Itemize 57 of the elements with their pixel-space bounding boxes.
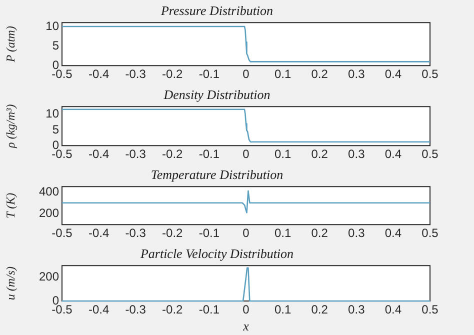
chart-title: Particle Velocity Distribution — [139, 246, 294, 262]
x-tick-label: -0.3 — [125, 67, 146, 82]
x-tick-label: -0.1 — [198, 302, 220, 317]
x-tick-label: 0.1 — [274, 67, 292, 82]
x-tick-label: 0.1 — [274, 226, 292, 240]
x-tick-label: 0 — [242, 147, 250, 162]
y-tick-label: 400 — [38, 184, 60, 198]
x-tick-label: 0.3 — [348, 147, 366, 162]
x-tick-label: 0 — [242, 67, 250, 82]
x-tick-label: -0.3 — [125, 147, 146, 162]
x-tick-label: -0.1 — [198, 67, 220, 82]
y-axis-title: ρ (kg/m³) — [3, 104, 18, 149]
x-tick-label: -0.3 — [125, 226, 146, 240]
chart-title: Density Distribution — [162, 87, 270, 102]
chart-title: Pressure Distribution — [160, 3, 274, 18]
y-tick-label: 200 — [38, 206, 60, 220]
y-tick-label: 10 — [46, 18, 60, 33]
x-tick-label: -0.2 — [162, 226, 184, 240]
y-axis-title: u (m/s) — [3, 266, 18, 300]
x-tick-label: 0.2 — [311, 302, 328, 317]
x-tick-label: 0.4 — [384, 226, 402, 240]
x-tick-label: 0.5 — [422, 302, 439, 317]
x-tick-label: -0.4 — [88, 67, 110, 82]
y-tick-label: 5 — [52, 122, 60, 136]
chart-title: Temperature Distribution — [150, 167, 284, 182]
x-tick-label: 0.3 — [348, 67, 366, 82]
x-axis-title: x — [242, 318, 250, 334]
x-tick-label: 0 — [242, 226, 250, 240]
x-tick-label: 0.2 — [311, 226, 328, 240]
x-tick-label: 0.4 — [384, 302, 402, 317]
x-tick-label: -0.2 — [162, 67, 184, 82]
y-tick-label: 10 — [46, 106, 60, 121]
x-tick-label: -0.2 — [162, 147, 184, 162]
y-tick-label: 5 — [52, 38, 60, 52]
x-tick-label: 0.4 — [384, 147, 402, 162]
x-tick-label: 0.5 — [422, 226, 439, 240]
x-tick-label: 0 — [242, 302, 250, 317]
x-tick-label: -0.4 — [88, 147, 110, 162]
x-tick-label: -0.1 — [198, 226, 220, 240]
x-tick-label: -0.3 — [125, 302, 146, 317]
y-axis-title: P (atm) — [3, 26, 18, 64]
x-tick-label: -0.5 — [52, 226, 73, 240]
y-axis-title: T (K) — [3, 192, 18, 218]
x-tick-label: 0.5 — [422, 147, 439, 162]
x-tick-label: 0.4 — [384, 67, 402, 82]
x-tick-label: 0.1 — [274, 147, 292, 162]
x-tick-label: -0.1 — [198, 147, 220, 162]
x-tick-label: 0.3 — [348, 302, 366, 317]
x-tick-label: 0.1 — [274, 302, 292, 317]
y-tick-label: 200 — [38, 270, 60, 284]
x-tick-label: 0.2 — [311, 67, 328, 82]
x-tick-label: 0.2 — [311, 147, 328, 162]
x-tick-label: 0.3 — [348, 226, 366, 240]
x-tick-label: -0.4 — [88, 302, 110, 317]
x-tick-label: -0.4 — [88, 226, 110, 240]
x-tick-label: 0.5 — [422, 67, 439, 82]
x-tick-label: -0.2 — [162, 302, 184, 317]
